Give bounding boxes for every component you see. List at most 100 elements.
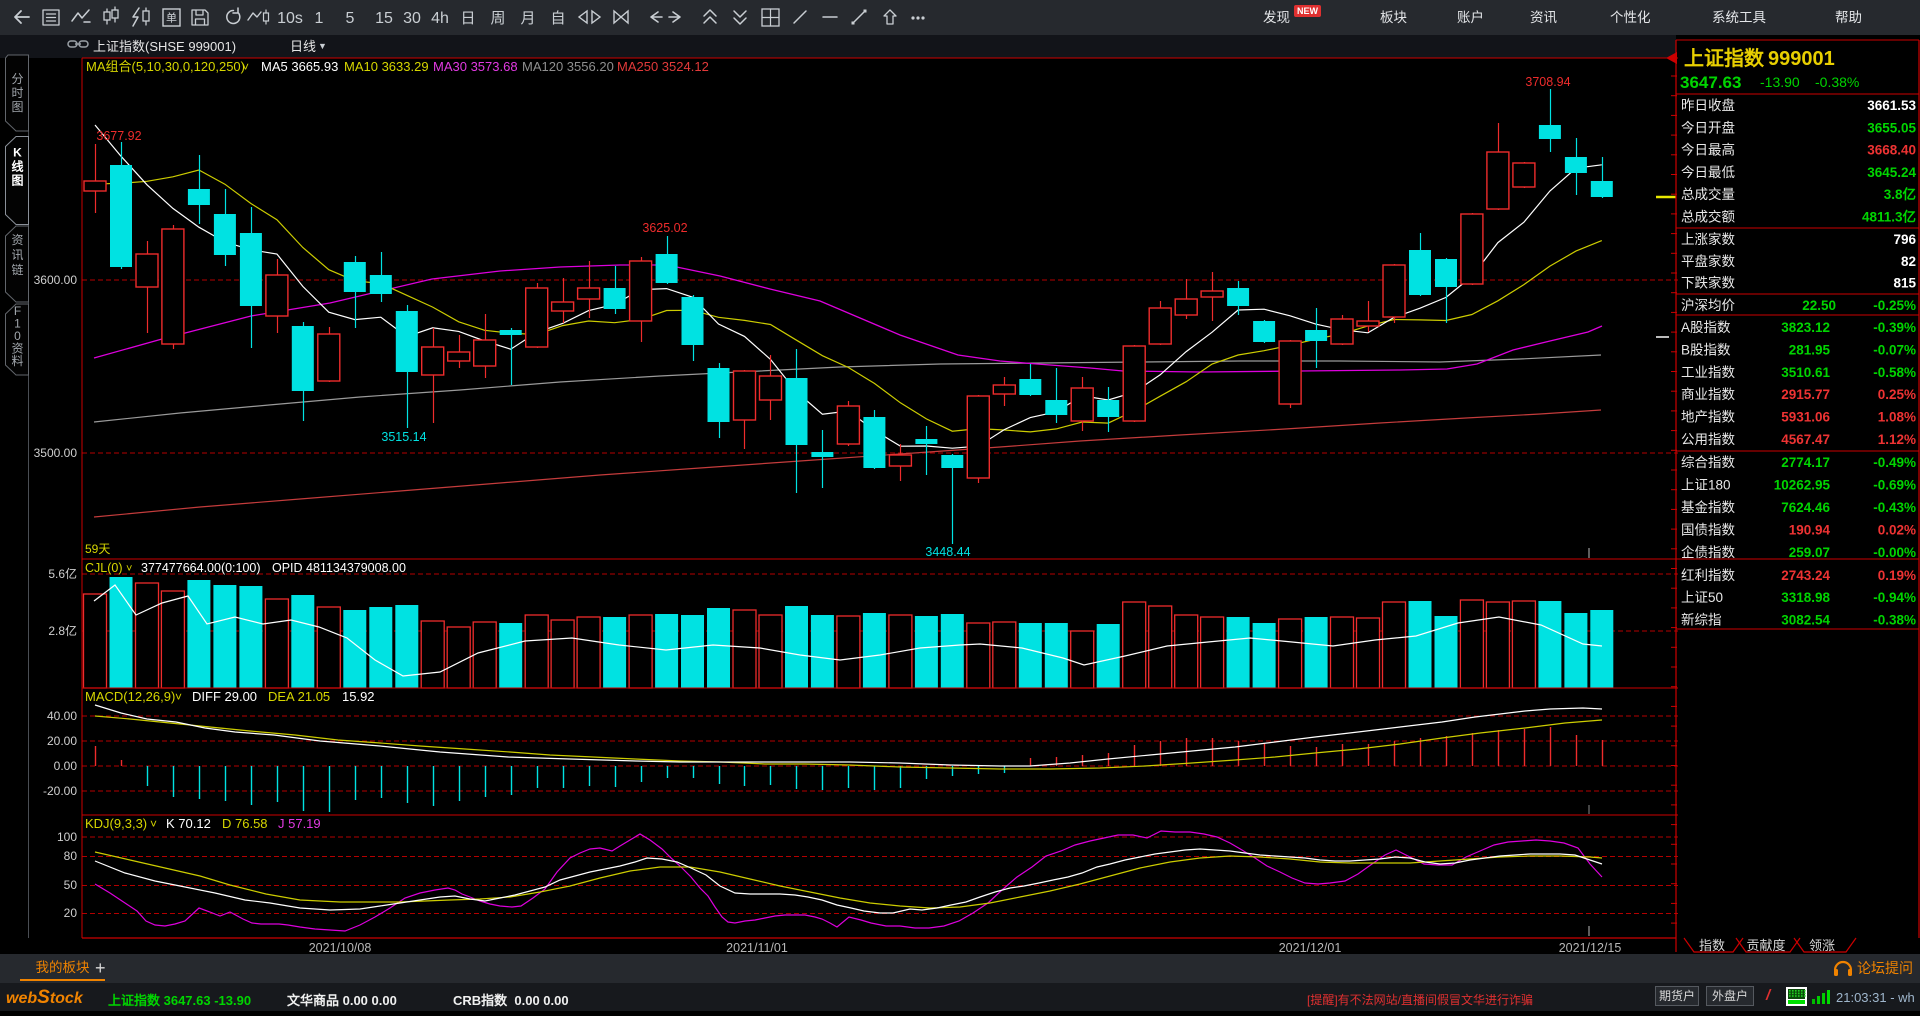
svg-text:MA10 3633.29: MA10 3633.29 bbox=[344, 59, 429, 74]
svg-text:周: 周 bbox=[490, 10, 505, 27]
svg-text:-0.39%: -0.39% bbox=[1873, 320, 1916, 335]
svg-text:今日最高: 今日最高 bbox=[1681, 142, 1735, 158]
svg-text:KDJ(9,3,3): KDJ(9,3,3) bbox=[85, 816, 147, 831]
svg-text:上涨家数: 上涨家数 bbox=[1681, 231, 1735, 247]
svg-text:10s: 10s bbox=[277, 10, 303, 27]
svg-text:0.19%: 0.19% bbox=[1878, 568, 1916, 583]
svg-text:4567.47: 4567.47 bbox=[1781, 432, 1830, 447]
svg-text:2.8亿: 2.8亿 bbox=[48, 623, 77, 638]
svg-text:领涨: 领涨 bbox=[1809, 938, 1835, 953]
svg-text:796: 796 bbox=[1893, 232, 1916, 247]
svg-text:商业指数: 商业指数 bbox=[1681, 387, 1735, 402]
svg-text:K: K bbox=[13, 146, 22, 160]
svg-text:总成交额: 总成交额 bbox=[1681, 209, 1735, 225]
svg-text:3645.24: 3645.24 bbox=[1867, 165, 1916, 180]
svg-text:-0.69%: -0.69% bbox=[1873, 478, 1916, 493]
svg-text:D 76.58: D 76.58 bbox=[222, 816, 268, 831]
svg-text:3823.12: 3823.12 bbox=[1781, 320, 1830, 335]
svg-text:-0.25%: -0.25% bbox=[1873, 298, 1916, 313]
svg-text:5: 5 bbox=[346, 10, 355, 27]
svg-text:国债指数: 国债指数 bbox=[1681, 522, 1735, 537]
svg-text:料: 料 bbox=[11, 354, 23, 368]
svg-text:2743.24: 2743.24 bbox=[1781, 568, 1830, 583]
svg-text:3318.98: 3318.98 bbox=[1781, 590, 1830, 605]
svg-text:3655.05: 3655.05 bbox=[1867, 120, 1916, 135]
svg-text:3515.14: 3515.14 bbox=[381, 430, 426, 444]
svg-text:20.00: 20.00 bbox=[47, 734, 77, 748]
svg-text:2021/12/15: 2021/12/15 bbox=[1559, 941, 1622, 955]
svg-text:815: 815 bbox=[1893, 276, 1916, 291]
svg-text:3510.61: 3510.61 bbox=[1781, 365, 1830, 380]
svg-text:999001: 999001 bbox=[1768, 48, 1835, 70]
svg-text:MA120 3556.20: MA120 3556.20 bbox=[522, 59, 614, 74]
svg-text:10262.95: 10262.95 bbox=[1774, 478, 1831, 493]
svg-text:50: 50 bbox=[64, 878, 78, 892]
svg-text:3647.63: 3647.63 bbox=[1680, 73, 1741, 92]
svg-text:259.07: 259.07 bbox=[1789, 545, 1830, 560]
svg-text:MA30 3573.68: MA30 3573.68 bbox=[433, 59, 518, 74]
svg-text:DEA 21.05: DEA 21.05 bbox=[268, 689, 330, 704]
svg-text:4811.3亿: 4811.3亿 bbox=[1862, 209, 1916, 225]
svg-text:企债指数: 企债指数 bbox=[1681, 544, 1735, 560]
svg-text:红利指数: 红利指数 bbox=[1681, 568, 1735, 583]
svg-text:59天: 59天 bbox=[85, 542, 110, 556]
svg-text:时: 时 bbox=[11, 86, 23, 100]
svg-text:-0.49%: -0.49% bbox=[1873, 455, 1916, 470]
svg-text:100: 100 bbox=[57, 830, 77, 844]
svg-text:讯: 讯 bbox=[11, 248, 23, 262]
svg-text:281.95: 281.95 bbox=[1789, 342, 1831, 357]
svg-text:贡献度: 贡献度 bbox=[1746, 938, 1785, 953]
svg-text:22.50: 22.50 bbox=[1802, 298, 1836, 313]
svg-text:日: 日 bbox=[460, 10, 475, 27]
svg-text:-20.00: -20.00 bbox=[43, 784, 77, 798]
svg-text:1: 1 bbox=[315, 10, 324, 27]
svg-text:上证180: 上证180 bbox=[1681, 478, 1731, 493]
svg-text:0.00: 0.00 bbox=[54, 759, 78, 773]
svg-text:15.92: 15.92 bbox=[342, 689, 375, 704]
svg-text:˅: ˅ bbox=[150, 817, 157, 831]
svg-text:基金指数: 基金指数 bbox=[1681, 499, 1735, 515]
svg-text:2021/11/01: 2021/11/01 bbox=[726, 941, 788, 955]
svg-text:新综指: 新综指 bbox=[1681, 613, 1722, 628]
svg-text:MA5 3665.93: MA5 3665.93 bbox=[261, 59, 338, 74]
svg-text:-13.90: -13.90 bbox=[1760, 74, 1800, 90]
svg-text:昨日收盘: 昨日收盘 bbox=[1681, 97, 1735, 113]
svg-text:20: 20 bbox=[64, 906, 78, 920]
svg-text:上证50: 上证50 bbox=[1681, 590, 1723, 605]
svg-text:2021/10/08: 2021/10/08 bbox=[309, 941, 372, 955]
svg-text:今日最低: 今日最低 bbox=[1681, 165, 1735, 180]
svg-text:F: F bbox=[14, 304, 21, 318]
svg-text:-0.94%: -0.94% bbox=[1873, 590, 1916, 605]
svg-text:单: 单 bbox=[166, 12, 177, 25]
svg-text:-0.38%: -0.38% bbox=[1873, 613, 1916, 628]
svg-text:线: 线 bbox=[11, 159, 23, 174]
svg-text:-0.38%: -0.38% bbox=[1815, 74, 1859, 90]
svg-text:B股指数: B股指数 bbox=[1681, 342, 1731, 357]
svg-text:-0.43%: -0.43% bbox=[1873, 500, 1916, 515]
svg-text:4h: 4h bbox=[431, 10, 449, 27]
svg-text:˅: ˅ bbox=[242, 60, 249, 74]
svg-text:80: 80 bbox=[64, 849, 78, 863]
svg-text:-0.58%: -0.58% bbox=[1873, 365, 1916, 380]
svg-text:15: 15 bbox=[375, 10, 393, 27]
svg-text:82: 82 bbox=[1901, 254, 1916, 269]
svg-text:-0.00%: -0.00% bbox=[1873, 545, 1916, 560]
svg-text:3668.40: 3668.40 bbox=[1867, 143, 1916, 158]
svg-text:2021/12/01: 2021/12/01 bbox=[1279, 941, 1342, 955]
svg-text:190.94: 190.94 bbox=[1789, 522, 1831, 537]
svg-text:自: 自 bbox=[550, 10, 565, 27]
svg-text:˅: ˅ bbox=[126, 563, 132, 575]
svg-text:1: 1 bbox=[14, 317, 21, 331]
svg-text:OPID 481134379008.00: OPID 481134379008.00 bbox=[272, 561, 406, 575]
svg-text:今日开盘: 今日开盘 bbox=[1681, 119, 1735, 135]
svg-text:30: 30 bbox=[403, 10, 421, 27]
svg-text:3082.54: 3082.54 bbox=[1781, 613, 1830, 628]
svg-text:月: 月 bbox=[520, 10, 535, 27]
svg-text:综合指数: 综合指数 bbox=[1681, 455, 1735, 470]
svg-text:J 57.19: J 57.19 bbox=[278, 816, 321, 831]
svg-text:3.8亿: 3.8亿 bbox=[1884, 186, 1916, 202]
svg-text:指数: 指数 bbox=[1699, 938, 1725, 953]
svg-text:地产指数: 地产指数 bbox=[1681, 410, 1735, 425]
svg-text:-0.07%: -0.07% bbox=[1873, 342, 1916, 357]
svg-text:3448.44: 3448.44 bbox=[925, 545, 970, 559]
